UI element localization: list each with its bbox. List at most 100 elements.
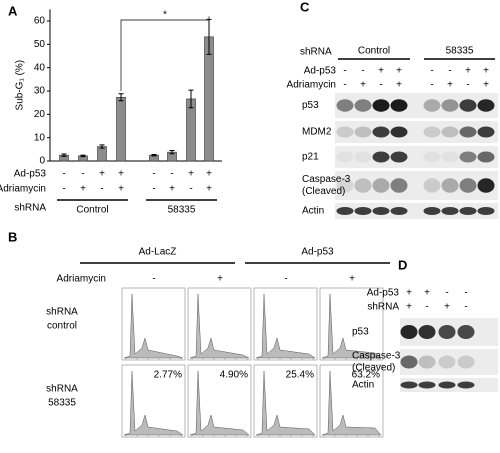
- histogram: [123, 293, 184, 359]
- error-bar: [61, 153, 67, 157]
- blot-band: [457, 355, 475, 369]
- bar: [97, 146, 107, 162]
- blot-band: [400, 381, 418, 389]
- blot-label: Caspase-3: [352, 351, 401, 362]
- condition-sign: +: [80, 184, 86, 195]
- histogram: [321, 293, 382, 359]
- panel-label: B: [8, 229, 17, 244]
- blot-band: [438, 325, 456, 339]
- blot-label: p53: [302, 100, 319, 111]
- group-name: 58335: [168, 205, 196, 216]
- treatment-label: Adriamycin: [57, 274, 106, 285]
- bar: [204, 36, 214, 162]
- condition-sign: -: [430, 66, 433, 77]
- condition-sign: -: [62, 169, 65, 180]
- percentage-label: 63.2%: [352, 370, 380, 381]
- y-tick-label: 50: [34, 39, 46, 50]
- condition-sign: +: [424, 288, 430, 299]
- blot-band: [390, 178, 408, 193]
- y-tick-label: 0: [39, 156, 45, 167]
- condition-sign: -: [170, 169, 173, 180]
- condition-sign: -: [379, 80, 382, 91]
- blot: [335, 146, 498, 168]
- blot: [335, 203, 498, 219]
- blot-label: Actin: [352, 380, 374, 391]
- row-label: control: [47, 321, 77, 332]
- condition-sign: -: [81, 169, 84, 180]
- y-tick-label: 10: [34, 132, 46, 143]
- blot-band: [459, 207, 477, 215]
- blot-band: [354, 207, 372, 215]
- blot-band: [418, 355, 436, 369]
- condition-sign: -: [361, 66, 364, 77]
- group-label: shRNA: [14, 203, 46, 214]
- condition-sign: -: [100, 184, 103, 195]
- blot: [335, 121, 498, 143]
- blot-band: [423, 178, 441, 193]
- blot-band: [438, 355, 456, 369]
- blot-band: [418, 381, 436, 389]
- group-name: 58335: [446, 46, 474, 57]
- blot-label: (Cleaved): [302, 186, 345, 197]
- blot-label: MDM2: [302, 127, 332, 138]
- condition-label: Adriamycin: [0, 184, 46, 195]
- significance-bracket: [120, 16, 210, 91]
- blot-band: [354, 178, 372, 193]
- blot-band: [372, 151, 390, 163]
- condition-sign: +: [99, 169, 105, 180]
- blot-band: [336, 151, 354, 163]
- condition-sign: +: [444, 302, 450, 313]
- blot-band: [477, 178, 495, 193]
- blot-band: [441, 126, 459, 138]
- percentage-label: 2.77%: [154, 370, 182, 381]
- blot-band: [459, 178, 477, 193]
- condition-sign: +: [206, 184, 212, 195]
- blot-band: [400, 355, 418, 369]
- blot-band: [477, 207, 495, 215]
- blot-label: Caspase-3: [302, 174, 351, 185]
- blot-band: [441, 151, 459, 163]
- y-tick-label: 40: [34, 62, 46, 73]
- blot-band: [459, 151, 477, 163]
- y-tick-label: 60: [34, 16, 46, 27]
- blot-band: [457, 381, 475, 389]
- error-bar: [169, 150, 175, 155]
- blot-band: [477, 99, 495, 112]
- blot-band: [372, 178, 390, 193]
- condition-sign: +: [406, 302, 412, 313]
- blot-band: [459, 99, 477, 112]
- blot-band: [438, 381, 456, 389]
- condition-label: Adriamycin: [287, 80, 336, 91]
- blot-band: [477, 126, 495, 138]
- condition-sign: -: [466, 80, 469, 91]
- blot-band: [372, 99, 390, 112]
- blot-band: [390, 126, 408, 138]
- row-label: shRNA: [46, 384, 78, 395]
- histogram: [189, 370, 250, 436]
- blot-band: [400, 325, 418, 339]
- condition-sign: -: [464, 302, 467, 313]
- group-name: Control: [358, 46, 390, 57]
- treatment-sign: -: [284, 274, 287, 285]
- significance-mark: *: [163, 10, 167, 21]
- condition-sign: +: [483, 66, 489, 77]
- percentage-label: 25.4%: [286, 370, 314, 381]
- blot-band: [390, 99, 408, 112]
- condition-sign: +: [378, 66, 384, 77]
- error-bar: [188, 89, 194, 109]
- histogram: [189, 293, 250, 359]
- blot-label: (Cleaved): [352, 363, 395, 374]
- blot-band: [418, 325, 436, 339]
- condition-label: Ad-p53: [14, 169, 47, 180]
- condition-sign: +: [118, 184, 124, 195]
- histogram: [255, 293, 316, 359]
- condition-sign: -: [430, 80, 433, 91]
- blot-band: [423, 207, 441, 215]
- y-tick-label: 30: [34, 86, 46, 97]
- panel-label: C: [300, 0, 310, 14]
- blot-label: Actin: [302, 206, 324, 217]
- condition-sign: -: [189, 184, 192, 195]
- row-label: shRNA: [46, 307, 78, 318]
- histogram: [123, 370, 184, 436]
- condition-sign: +: [396, 66, 402, 77]
